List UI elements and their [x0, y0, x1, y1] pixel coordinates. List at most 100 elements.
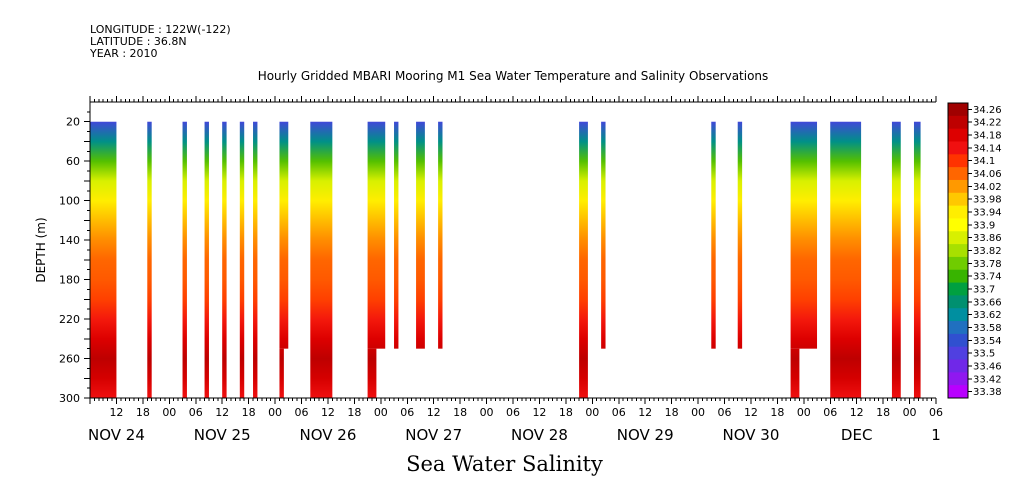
x-day-label: NOV 30: [722, 426, 779, 444]
salinity-segment: [253, 121, 258, 398]
x-day-label: NOV 24: [88, 426, 145, 444]
salinity-segment: [222, 121, 227, 398]
x-tick-label: 12: [850, 406, 864, 419]
x-tick-label: 00: [162, 406, 176, 419]
x-tick-label: 00: [797, 406, 811, 419]
salinity-segment: [310, 121, 333, 398]
colorbar-swatch: [948, 282, 968, 296]
colorbar-label: 34.18: [973, 131, 1002, 142]
y-tick-label: 140: [59, 234, 80, 247]
x-tick-label: 18: [770, 406, 784, 419]
x-tick-label: 00: [268, 406, 282, 419]
colorbar-swatch: [948, 359, 968, 373]
colorbar-label: 34.02: [973, 182, 1002, 193]
colorbar-label: 33.46: [973, 361, 1002, 372]
salinity-segment: [239, 121, 245, 398]
x-tick-label: 06: [823, 406, 837, 419]
colorbar-swatch: [948, 244, 968, 258]
x-tick-label: 00: [374, 406, 388, 419]
colorbar-label: 34.22: [973, 118, 1002, 129]
salinity-segment: [579, 121, 588, 398]
x-tick-label: 06: [718, 406, 732, 419]
x-tick-label: 18: [453, 406, 467, 419]
y-tick-label: 300: [59, 392, 80, 405]
x-day-label: NOV 27: [405, 426, 462, 444]
colorbar-swatch: [948, 256, 968, 271]
salinity-segment: [279, 348, 284, 398]
colorbar-swatch: [948, 128, 968, 142]
x-tick-label: 06: [506, 406, 520, 419]
salinity-segment: [737, 121, 743, 349]
x-tick-label: 12: [215, 406, 229, 419]
x-day-label: 1: [931, 426, 941, 444]
y-tick-label: 260: [59, 353, 80, 366]
colorbar-label: 33.5: [973, 349, 995, 360]
x-tick-label: 06: [295, 406, 309, 419]
x-tick-label: 18: [347, 406, 361, 419]
colorbar-swatch: [948, 231, 968, 245]
colorbar-label: 33.38: [973, 387, 1002, 398]
colorbar-label: 34.26: [973, 105, 1002, 116]
salinity-segment: [367, 348, 377, 398]
colorbar-swatch: [948, 308, 968, 322]
salinity-chart: 12 18 00 06 12 18 00 06 12 18 00 06 12 18 00 06 12 18 00 06…: [34, 96, 1002, 444]
x-tick-label: 12: [638, 406, 652, 419]
colorbar-label: 33.7: [973, 284, 995, 295]
colorbar-label: 33.62: [973, 310, 1002, 321]
x-tick-label: 06: [400, 406, 414, 419]
axes: 12 18 00 06 12 18 00 06 12 18 00 06 12 18 00 06 12 18 00 06…: [59, 96, 943, 444]
colorbar-swatch: [948, 346, 968, 361]
colorbar-swatch: [948, 167, 968, 181]
colorbar-swatch: [948, 295, 968, 309]
salinity-segment: [711, 121, 716, 349]
salinity-segment: [367, 121, 386, 349]
colorbar-label: 34.14: [973, 143, 1002, 154]
chart-title: Hourly Gridded MBARI Mooring M1 Sea Wate…: [257, 69, 769, 83]
colorbar-label: 33.58: [973, 323, 1002, 334]
x-day-label: NOV 28: [511, 426, 568, 444]
x-day-label: NOV 29: [617, 426, 674, 444]
colorbar-swatch: [948, 385, 968, 399]
x-tick-label: 18: [136, 406, 150, 419]
x-tick-label: 00: [691, 406, 705, 419]
x-tick-label: 12: [109, 406, 123, 419]
x-tick-label: 00: [903, 406, 917, 419]
y-tick-label: 180: [59, 274, 80, 287]
x-tick-label: 12: [532, 406, 546, 419]
salinity-segment: [913, 121, 921, 398]
x-day-label: NOV 25: [194, 426, 251, 444]
colorbar-label: 33.78: [973, 259, 1002, 270]
colorbar-label: 33.98: [973, 195, 1002, 206]
x-tick-label: 18: [559, 406, 573, 419]
plot-area: [90, 121, 921, 398]
y-tick-label: 100: [59, 195, 80, 208]
colorbar-label: 33.94: [973, 208, 1002, 219]
colorbar-label: 33.86: [973, 233, 1002, 244]
x-tick-label: 12: [427, 406, 441, 419]
salinity-segment: [438, 121, 443, 349]
salinity-segment: [394, 121, 399, 349]
x-tick-label: 18: [242, 406, 256, 419]
colorbar-label: 33.82: [973, 246, 1002, 257]
colorbar-swatch: [948, 269, 968, 284]
colorbar-swatch: [948, 103, 968, 117]
x-day-label: NOV 26: [299, 426, 356, 444]
salinity-segment: [204, 121, 209, 398]
colorbar-label: 33.9: [973, 220, 995, 231]
colorbar-label: 34.06: [973, 169, 1002, 180]
salinity-segment: [891, 121, 901, 398]
year-label: YEAR : 2010: [90, 47, 158, 60]
variable-label: Sea Water Salinity: [406, 452, 603, 476]
colorbar-swatch: [948, 205, 968, 219]
salinity-segment: [790, 121, 818, 349]
colorbar-swatch: [948, 141, 968, 155]
salinity-segment: [790, 348, 800, 398]
colorbar-swatch: [948, 154, 968, 168]
salinity-segment: [279, 121, 289, 349]
salinity-segment: [147, 121, 152, 398]
colorbar-label: 33.42: [973, 374, 1002, 385]
colorbar-label: 33.54: [973, 336, 1002, 347]
salinity-segment: [601, 121, 606, 349]
y-axis-label: DEPTH (m): [34, 217, 48, 282]
